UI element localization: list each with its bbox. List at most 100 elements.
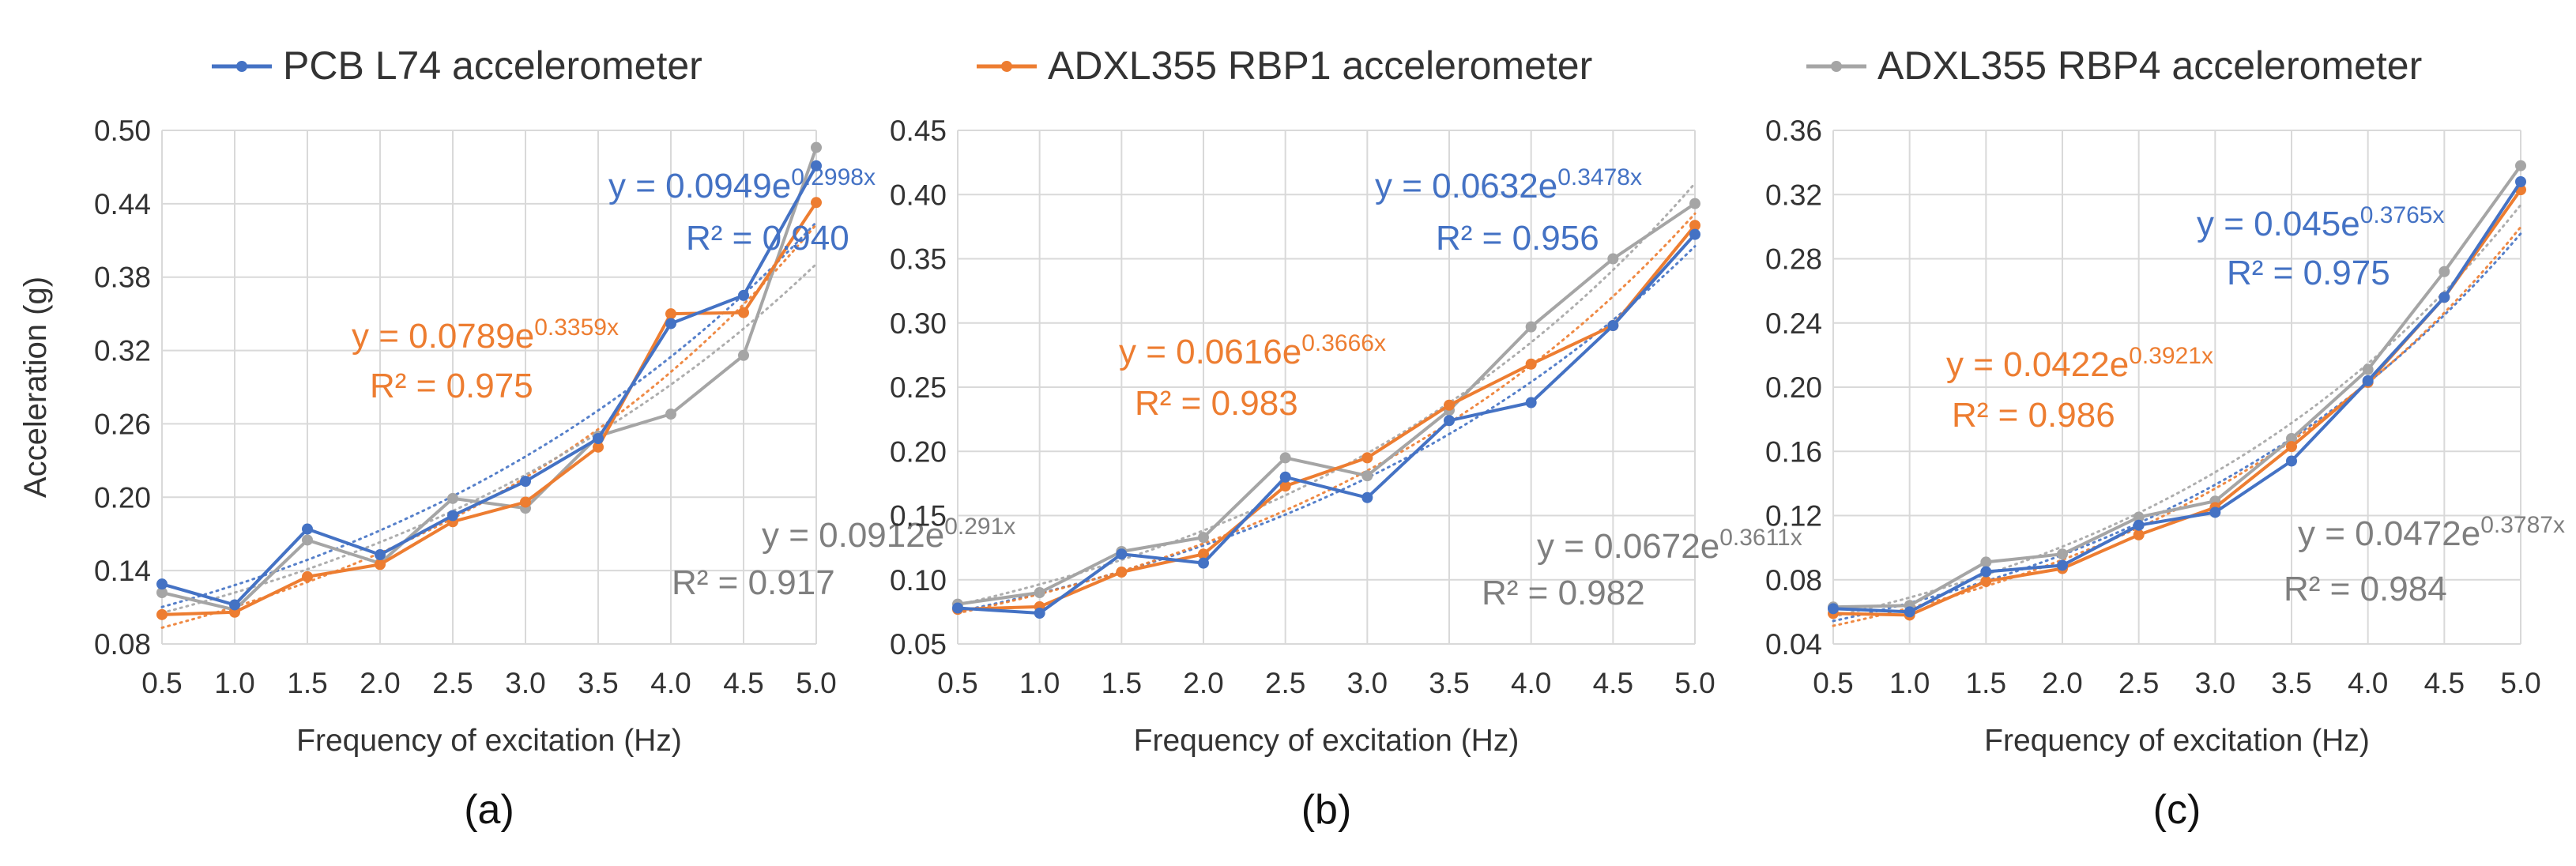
y-tick-label: 0.32 <box>94 335 151 367</box>
y-tick-label: 0.20 <box>890 435 947 468</box>
panel-b: 0.05 0.10 0.15 0.20 0.25 0.30 0.35 0.40 0.45 0.5 1… <box>890 115 1802 833</box>
x-tick-label: 3.5 <box>578 667 618 699</box>
data-point-series-2 <box>1980 575 1992 587</box>
data-point-series-1 <box>2133 519 2145 531</box>
y-tick-label: 0.24 <box>1765 307 1822 340</box>
trend-equation: y = 0.0616e0.3666x <box>1119 330 1386 371</box>
data-point-series-1 <box>1689 228 1700 240</box>
series-line-2 <box>957 224 1697 612</box>
trend-equation-base: y = 0.0789e <box>352 317 534 356</box>
series-line-1 <box>161 164 818 607</box>
x-tick-label: 3.5 <box>2271 667 2311 699</box>
data-point-series-3 <box>2515 160 2526 171</box>
y-tick-label: 0.45 <box>890 115 947 147</box>
trendline-series-1 <box>1832 232 2522 623</box>
data-point-series-1 <box>1980 566 1992 578</box>
data-point-series-3 <box>1034 587 1045 598</box>
y-tick-label: 0.16 <box>1765 435 1822 468</box>
data-point-series-2 <box>811 197 822 209</box>
data-point-series-3 <box>1525 321 1537 333</box>
data-point-series-2 <box>156 608 168 620</box>
data-point-series-1 <box>738 289 749 301</box>
data-point-series-1 <box>1034 608 1045 619</box>
data-point-series-2 <box>665 308 676 320</box>
y-tick-label: 0.30 <box>890 307 947 340</box>
trend-equation-exponent: 0.3611x <box>1719 525 1802 551</box>
panel-c: 0.04 0.08 0.12 0.16 0.20 0.24 0.28 0.32 0.36 0.5 1… <box>1765 115 2565 833</box>
x-tick-label: 2.5 <box>432 667 473 699</box>
data-point-series-1 <box>1607 320 1619 331</box>
data-point-series-3 <box>302 534 313 546</box>
x-tick-label: 2.0 <box>360 667 400 699</box>
trend-r-squared: R² = 0.917 <box>672 563 835 602</box>
legend-marker-1 <box>236 61 247 72</box>
data-point-series-2 <box>1116 567 1128 578</box>
data-point-series-3 <box>2362 363 2374 375</box>
trend-r-squared: R² = 0.984 <box>2284 570 2447 608</box>
legend-label-3: ADXL355 RBP4 accelerometer <box>1877 43 2422 88</box>
data-point-series-3 <box>1607 253 1619 265</box>
trend-r-squared: R² = 0.986 <box>1952 396 2115 435</box>
data-point-series-1 <box>229 599 240 611</box>
data-point-series-1 <box>1444 415 1455 427</box>
series-line-3 <box>957 201 1697 606</box>
x-tick-label: 4.0 <box>1511 667 1551 699</box>
trend-equation-exponent: 0.3666x <box>1301 330 1386 356</box>
data-point-series-1 <box>811 160 822 171</box>
y-tick-label: 0.04 <box>1765 628 1822 661</box>
x-tick-label: 4.5 <box>723 667 763 699</box>
data-point-series-2 <box>1198 548 1209 560</box>
data-point-series-1 <box>1361 491 1373 503</box>
x-tick-label: 0.5 <box>1813 667 1853 699</box>
x-tick-label: 3.0 <box>505 667 545 699</box>
trend-equation-exponent: 0.291x <box>944 514 1015 540</box>
data-point-series-1 <box>2057 559 2068 571</box>
data-point-series-2 <box>1689 220 1700 232</box>
x-tick-label: 1.0 <box>1889 667 1930 699</box>
data-point-series-1 <box>2362 375 2374 386</box>
data-point-series-1 <box>1198 557 1209 569</box>
data-point-series-2 <box>1279 480 1291 492</box>
data-point-series-1 <box>302 523 313 535</box>
x-axis-label: Frequency of excitation (Hz) <box>1984 724 2370 758</box>
trend-equation-exponent: 0.3921x <box>2129 343 2213 369</box>
trend-equation: y = 0.0472e0.3787x <box>2298 512 2565 553</box>
x-tick-label: 5.0 <box>796 667 836 699</box>
data-point-series-1 <box>2286 455 2297 467</box>
y-tick-label: 0.20 <box>1765 371 1822 404</box>
y-axis-label: Acceleration (g) <box>18 277 53 498</box>
legend-marker-3 <box>1831 61 1842 72</box>
trend-equation: y = 0.0912e0.291x <box>762 514 1015 555</box>
trend-r-squared: R² = 0.956 <box>1436 219 1599 258</box>
data-point-series-2 <box>375 559 386 570</box>
data-point-series-3 <box>2439 265 2450 277</box>
x-tick-label: 2.0 <box>1183 667 1223 699</box>
data-point-series-2 <box>2286 441 2297 453</box>
legend-marker-2 <box>1001 61 1012 72</box>
x-tick-label: 3.0 <box>1347 667 1388 699</box>
x-tick-label: 1.5 <box>1102 667 1142 699</box>
data-point-series-3 <box>1198 532 1209 544</box>
data-point-series-1 <box>156 578 168 590</box>
data-point-series-3 <box>2286 433 2297 444</box>
data-point-series-1 <box>1904 606 1915 618</box>
y-tick-label: 0.25 <box>890 371 947 404</box>
y-tick-label: 0.40 <box>890 179 947 211</box>
y-tick-label: 0.14 <box>94 555 151 587</box>
data-point-series-2 <box>1525 358 1537 370</box>
trend-equation: y = 0.0789e0.3359x <box>352 314 619 356</box>
data-point-series-3 <box>156 587 168 598</box>
trendline-series-1 <box>160 220 818 608</box>
x-tick-label: 5.0 <box>2500 667 2540 699</box>
x-tick-label: 0.5 <box>141 667 182 699</box>
x-tick-label: 2.5 <box>2118 667 2159 699</box>
trend-r-squared: R² = 0.983 <box>1135 384 1298 423</box>
y-tick-label: 0.36 <box>1765 115 1822 147</box>
trend-equation-exponent: 0.3787x <box>2480 512 2565 538</box>
data-point-series-3 <box>1980 556 1992 568</box>
data-point-series-3 <box>1279 452 1291 464</box>
x-tick-label: 4.0 <box>2348 667 2388 699</box>
legend-label-1: PCB L74 accelerometer <box>283 43 702 88</box>
x-tick-label: 3.0 <box>2195 667 2235 699</box>
